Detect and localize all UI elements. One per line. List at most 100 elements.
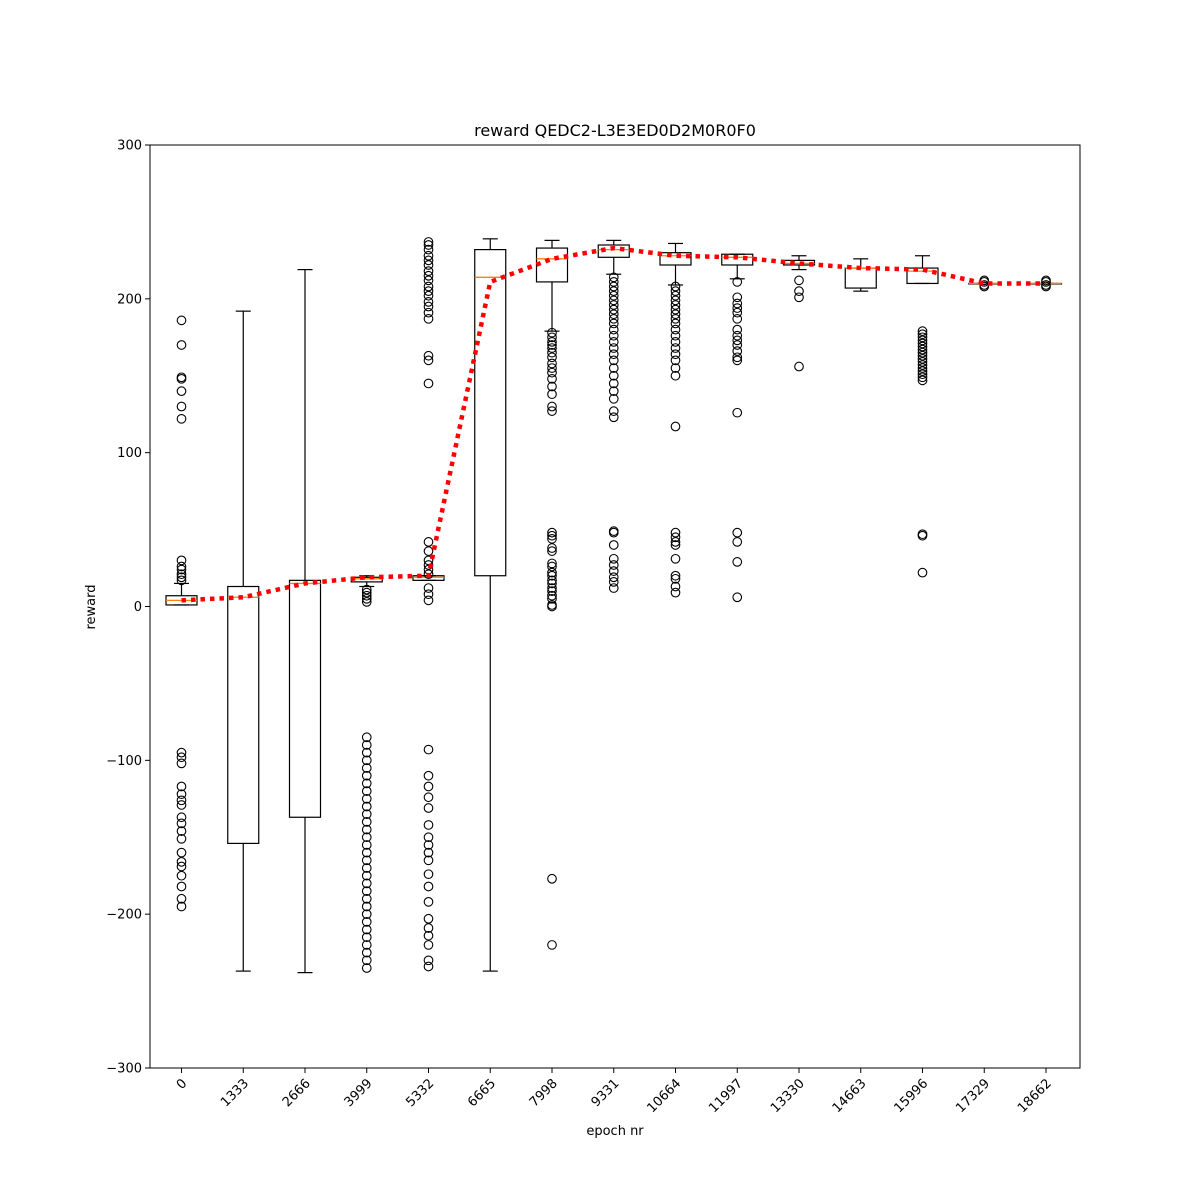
outlier-point xyxy=(423,244,434,255)
outlier-point xyxy=(547,406,557,416)
outlier-point xyxy=(423,930,434,941)
outlier-point xyxy=(423,240,434,250)
outlier-point xyxy=(608,572,619,583)
outlier-point xyxy=(608,324,619,335)
outlier-point xyxy=(361,824,372,835)
outlier-point xyxy=(361,778,372,789)
outlier-point xyxy=(361,740,372,750)
outlier-point xyxy=(423,275,434,286)
outlier-point xyxy=(917,350,928,361)
outlier-point xyxy=(670,286,681,296)
outlier-point xyxy=(423,297,434,307)
outlier-point xyxy=(361,878,372,889)
outlier-point xyxy=(423,350,434,361)
outlier-point xyxy=(670,300,681,310)
outlier-point xyxy=(917,332,928,343)
outlier-point xyxy=(732,340,743,350)
outlier-point xyxy=(176,401,187,412)
outlier-point xyxy=(547,373,557,384)
y-tick-label: 100 xyxy=(117,446,142,461)
outlier-point xyxy=(670,537,681,547)
outlier-point xyxy=(176,747,187,758)
outlier-point xyxy=(423,237,434,247)
outlier-point xyxy=(423,555,434,566)
outlier-point xyxy=(547,546,557,556)
outlier-point xyxy=(361,947,372,958)
outlier-point xyxy=(917,326,928,336)
outlier-point xyxy=(670,349,681,360)
outlier-point xyxy=(176,857,187,867)
outlier-point xyxy=(608,337,619,347)
iqr-box xyxy=(288,579,322,818)
outlier-point xyxy=(732,527,743,538)
outlier-point xyxy=(423,281,434,292)
outlier-point xyxy=(547,343,557,353)
outlier-point xyxy=(361,886,372,896)
outlier-point xyxy=(361,924,372,935)
outlier-point xyxy=(176,881,187,892)
outlier-point xyxy=(547,367,557,378)
outlier-point xyxy=(547,327,557,338)
outlier-point xyxy=(608,277,619,287)
outlier-point xyxy=(732,346,743,356)
outlier-point xyxy=(547,570,557,581)
y-tick-label: 0 xyxy=(134,600,142,615)
outlier-point xyxy=(361,801,372,812)
box-17329 xyxy=(968,282,1001,285)
outlier-point xyxy=(608,343,619,353)
box-7998 xyxy=(535,239,569,332)
outlier-point xyxy=(732,537,743,547)
outlier-point xyxy=(608,393,619,404)
outlier-point xyxy=(608,349,619,360)
outlier-point xyxy=(1041,280,1051,290)
box-10664 xyxy=(659,242,692,286)
y-tick-label: −100 xyxy=(106,754,142,769)
outlier-point xyxy=(670,421,681,432)
outlier-point xyxy=(547,347,557,358)
outlier-point xyxy=(547,558,557,569)
outlier-point xyxy=(423,270,434,281)
outlier-point xyxy=(608,304,619,315)
outlier-point xyxy=(423,355,434,366)
box-6665 xyxy=(474,238,507,972)
outlier-point xyxy=(547,873,557,884)
outlier-point xyxy=(794,286,804,296)
outlier-point xyxy=(670,309,681,320)
outlier-point xyxy=(361,840,372,850)
outlier-point xyxy=(608,566,619,576)
outlier-point xyxy=(361,863,372,873)
outlier-point xyxy=(423,537,434,547)
outlier-point xyxy=(361,770,372,781)
outlier-point xyxy=(423,266,434,276)
outlier-point xyxy=(608,286,619,296)
outlier-point xyxy=(547,533,557,544)
outlier-point xyxy=(670,573,681,584)
outlier-point xyxy=(176,789,187,800)
outlier-point xyxy=(361,747,372,758)
outlier-point xyxy=(670,363,681,373)
outlier-point xyxy=(176,569,187,580)
outlier-point xyxy=(423,595,434,606)
outlier-point xyxy=(547,381,557,392)
outlier-point xyxy=(361,847,372,858)
outlier-point xyxy=(547,358,557,369)
outlier-point xyxy=(423,301,434,312)
outlier-point xyxy=(423,569,434,580)
outlier-point xyxy=(547,389,557,400)
outlier-point xyxy=(670,295,681,306)
outlier-point xyxy=(423,313,434,324)
outlier-point xyxy=(547,337,557,347)
outlier-point xyxy=(732,292,743,303)
outlier-point xyxy=(917,363,928,373)
outlier-point xyxy=(547,401,557,412)
fliers-layer xyxy=(176,237,1051,973)
outlier-point xyxy=(176,561,187,572)
outlier-point xyxy=(361,901,372,912)
y-axis: −300 −200 −100 0 100 200 300 xyxy=(106,139,150,1077)
outlier-point xyxy=(547,567,557,578)
outlier-point xyxy=(176,812,187,823)
outlier-point xyxy=(361,963,372,973)
outlier-point xyxy=(423,583,434,593)
outlier-point xyxy=(670,318,681,329)
